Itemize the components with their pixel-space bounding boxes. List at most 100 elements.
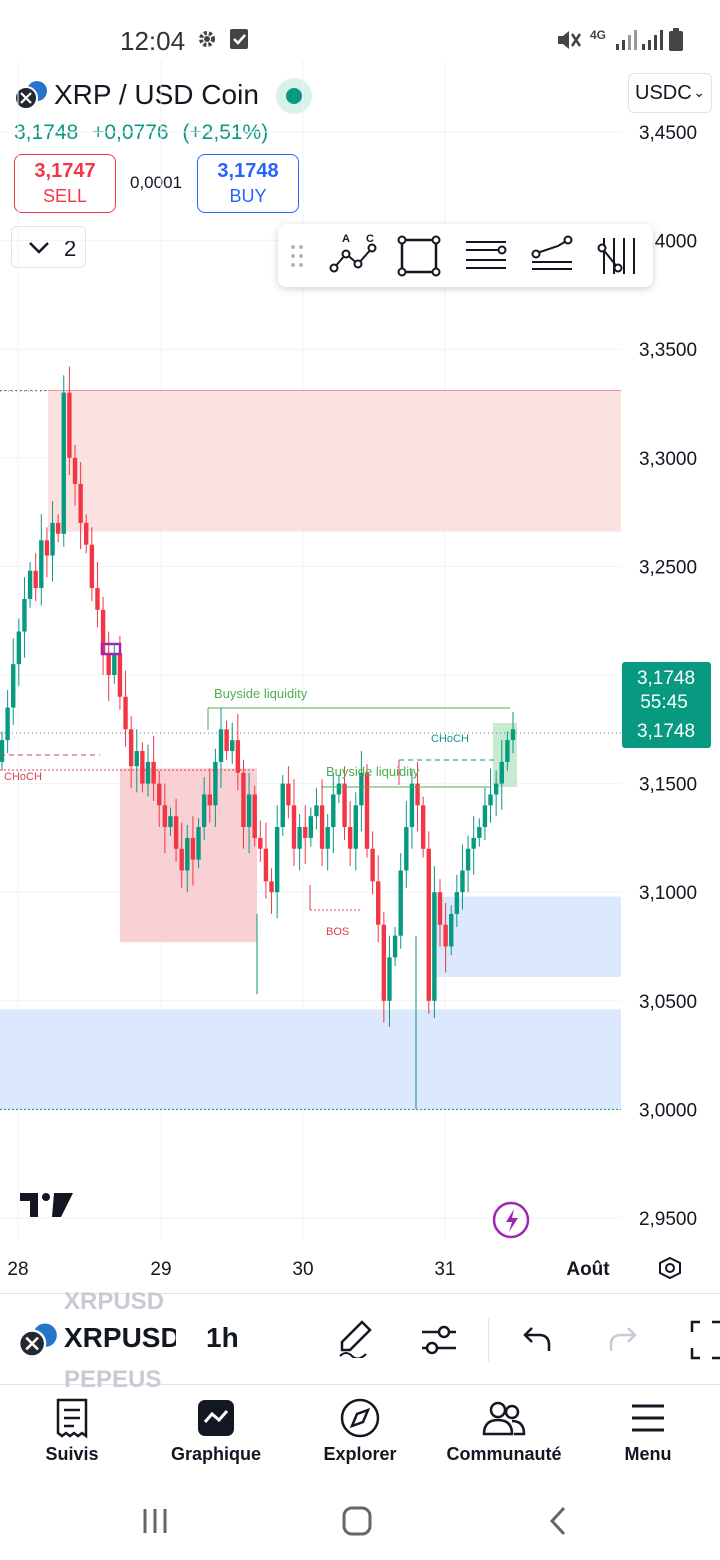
candle-body — [420, 805, 426, 849]
current-price-value-2: 3,1748 — [637, 721, 695, 742]
candle-body — [230, 740, 235, 752]
candle-body — [84, 522, 89, 545]
candle-body — [27, 570, 33, 599]
candle-body — [162, 805, 168, 828]
home-icon[interactable] — [340, 1504, 374, 1538]
redo-icon[interactable] — [606, 1324, 638, 1354]
back-icon[interactable] — [546, 1504, 570, 1538]
hamburger-icon — [632, 1404, 664, 1432]
lightning-icon[interactable] — [492, 1201, 530, 1239]
candle-body — [477, 827, 482, 838]
price-tick-label: 3,3000 — [639, 449, 697, 470]
fullscreen-icon[interactable] — [688, 1320, 720, 1360]
candle-body — [392, 935, 398, 958]
nav-explorer[interactable]: Explorer — [288, 1386, 432, 1482]
candle-body — [134, 751, 139, 767]
sliders-icon[interactable] — [420, 1322, 458, 1358]
candle-body — [376, 881, 381, 925]
community-icon — [482, 1401, 526, 1436]
demand-zone — [432, 896, 621, 977]
status-time: 12:04 — [120, 26, 186, 56]
candle-body — [398, 870, 403, 936]
watchlist-icon — [56, 1398, 88, 1439]
time-axis: 28 29 30 31 Août — [7, 1259, 610, 1280]
price-tick-label: 3,0000 — [639, 1100, 697, 1121]
drag-handle-icon[interactable] — [290, 244, 304, 268]
candle-body — [201, 794, 207, 828]
symbol-ghost-next: PEPEUS — [64, 1366, 162, 1393]
candle-body — [353, 805, 358, 849]
symbol-title[interactable]: XRP / USD Coin — [54, 79, 259, 110]
battery-icon — [669, 28, 683, 51]
trend-line-icon[interactable] — [528, 234, 576, 278]
supply-zone — [48, 390, 621, 532]
chevron-down-icon: ⌄ — [693, 84, 705, 100]
candle-body — [432, 892, 437, 1001]
candle-body — [44, 540, 50, 556]
pencil-icon[interactable] — [338, 1318, 374, 1358]
time-tick-label: 29 — [150, 1259, 171, 1280]
nav-label-graphique: Graphique — [170, 1444, 261, 1464]
price-chart[interactable]: 3,45003,40003,35003,30003,25003,20003,15… — [0, 0, 720, 1293]
candle-countdown: 55:45 — [640, 692, 688, 713]
candle-body — [50, 522, 55, 556]
interval-selector[interactable]: 1h — [206, 1322, 239, 1353]
candle-body — [22, 598, 27, 632]
price-tick-label: 3,2500 — [639, 557, 697, 578]
candle-body — [100, 609, 106, 654]
indicators-toggle-button[interactable]: 2 — [11, 226, 86, 268]
nav-menu[interactable]: Menu — [576, 1386, 720, 1482]
buy-button[interactable]: 3,1748 BUY — [197, 154, 299, 213]
system-navigation — [0, 1482, 720, 1560]
currency-select[interactable]: USDC ⌄ — [628, 73, 712, 113]
candle-body — [11, 664, 16, 708]
candle-body — [218, 729, 224, 762]
candle-body — [117, 653, 123, 697]
candle-body — [510, 729, 516, 741]
buy-price: 3,1748 — [217, 160, 279, 182]
alert-marker[interactable] — [100, 642, 122, 656]
nav-suivis[interactable]: Suivis — [0, 1386, 144, 1482]
buyside-liquidity-label-2: Buyside liquidity — [326, 764, 420, 779]
rectangle-icon[interactable] — [396, 234, 442, 278]
abc-pattern-icon[interactable]: A C — [328, 232, 380, 280]
candle-body — [263, 848, 269, 882]
candle-body — [443, 924, 448, 947]
sell-button[interactable]: 3,1747 SELL — [14, 154, 116, 213]
symbol-ghost-prev: XRPUSD — [64, 1288, 165, 1315]
xrp-logo-icon — [18, 1323, 57, 1358]
candle-body — [280, 783, 285, 828]
chevron-down-icon — [29, 242, 49, 254]
candle-body — [465, 848, 471, 871]
bottom-navigation: Suivis Graphique Explorer Communauté Men… — [0, 1386, 720, 1482]
current-price-tag — [622, 662, 711, 748]
price-tick-label: 3,4500 — [639, 123, 697, 144]
nav-graphique[interactable]: Graphique — [144, 1386, 288, 1482]
candle-body — [493, 783, 499, 795]
candle-body — [173, 816, 179, 849]
nav-communaute[interactable]: Communauté — [432, 1386, 576, 1482]
candle-body — [482, 805, 488, 828]
sell-label: SELL — [42, 186, 88, 206]
candle-body — [291, 805, 297, 849]
horizontal-lines-icon[interactable] — [462, 234, 510, 278]
currency-value: USDC — [635, 82, 692, 104]
candle-body — [106, 653, 111, 675]
candle-body — [190, 837, 196, 860]
candle-body — [342, 783, 347, 828]
candle-body — [128, 729, 134, 767]
time-tick-label: 30 — [292, 1259, 313, 1280]
undo-icon[interactable] — [522, 1324, 554, 1354]
candle-body — [78, 483, 83, 523]
candle-body — [185, 837, 190, 871]
mute-icon — [558, 31, 582, 49]
time-tick-label: 31 — [434, 1259, 455, 1280]
fib-channel-icon[interactable] — [596, 234, 642, 278]
chart-settings-icon[interactable] — [659, 1256, 681, 1280]
candle-body — [235, 740, 241, 773]
toolbar-separator — [488, 1318, 489, 1362]
symbol-selector[interactable]: XRPUSDC — [64, 1322, 176, 1353]
price-tick-label: 2,9500 — [639, 1209, 697, 1230]
recent-apps-icon[interactable] — [140, 1506, 170, 1536]
choch-label-right: CHoCH — [431, 733, 469, 745]
